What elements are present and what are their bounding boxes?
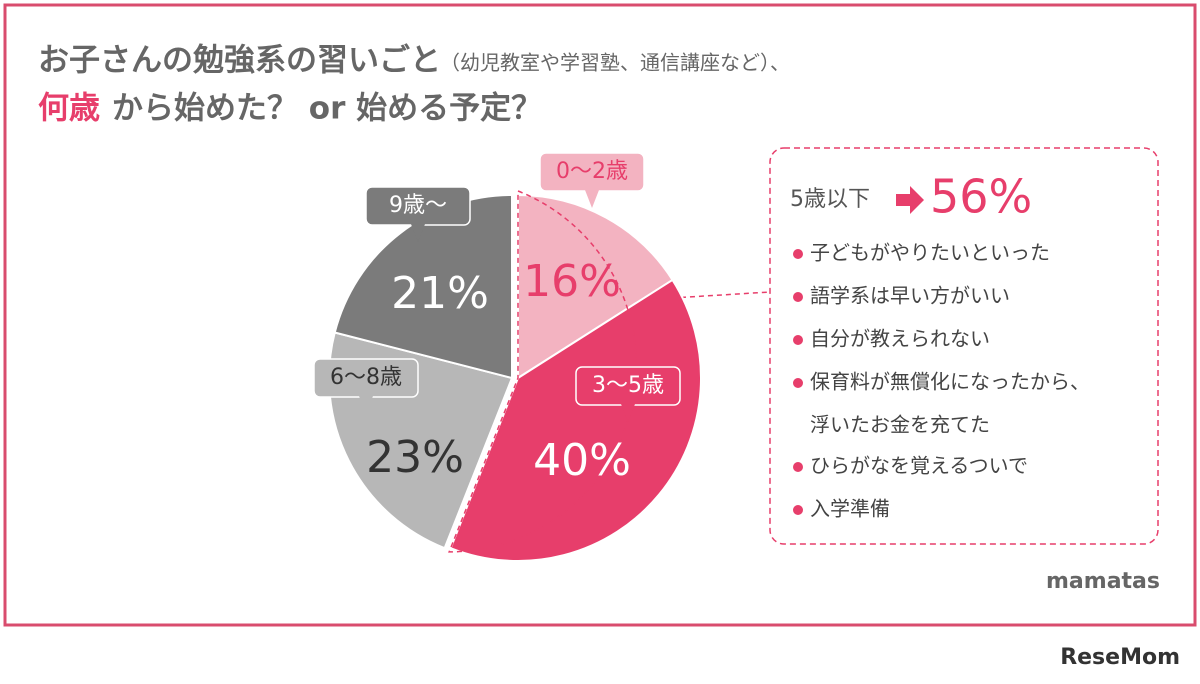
- callout-item: ひらがなを覚えるついで: [810, 454, 1028, 478]
- value-label: 16%: [523, 256, 621, 307]
- callout-label: 5歳以下: [790, 187, 870, 212]
- value-label: 21%: [391, 268, 489, 319]
- category-label: 9歳～: [389, 193, 447, 218]
- bullet: [793, 249, 803, 259]
- value-label: 40%: [533, 435, 631, 486]
- pie-slice: [333, 193, 513, 380]
- brand: mamatas: [1046, 569, 1160, 594]
- callout-item: 保育料が無償化になったから、: [810, 370, 1090, 394]
- source: ReseMom: [1060, 645, 1180, 670]
- title-main: お子さんの勉強系の習いごと: [38, 43, 441, 79]
- title-note: （幼児教室や学習塾、通信講座など）、: [440, 51, 790, 75]
- pie-slice: [449, 278, 702, 562]
- pie-slice: [517, 193, 674, 380]
- callout-box: [769, 147, 1159, 545]
- label-pointer: [585, 190, 599, 208]
- category-label: 3～5歳: [592, 373, 664, 398]
- label-pointer: [621, 404, 635, 422]
- label-pointer: [411, 224, 425, 242]
- bullet: [793, 462, 803, 472]
- bullet: [793, 378, 803, 388]
- bullet: [793, 292, 803, 302]
- label-pointer: [359, 396, 373, 414]
- callout-item: 浮いたお金を充てた: [810, 413, 990, 437]
- bullet: [793, 505, 803, 515]
- category-label: 6～8歳: [330, 365, 402, 390]
- arrow: [896, 186, 924, 214]
- callout-item: 入学準備: [810, 497, 890, 521]
- callout-item: 語学系は早い方がいい: [810, 284, 1010, 308]
- title-rest: から始めた？ or 始める予定？: [112, 91, 542, 127]
- title-highlight: 何歳: [38, 91, 100, 127]
- connector: [671, 291, 771, 299]
- value-label: 23%: [366, 432, 464, 483]
- callout-value: 56%: [930, 170, 1032, 224]
- category-label: 0～2歳: [556, 159, 628, 184]
- bullet: [793, 335, 803, 345]
- pink-outline: [448, 189, 637, 553]
- callout-item: 子どもがやりたいといった: [810, 241, 1050, 265]
- callout-item: 自分が教えられない: [810, 327, 990, 351]
